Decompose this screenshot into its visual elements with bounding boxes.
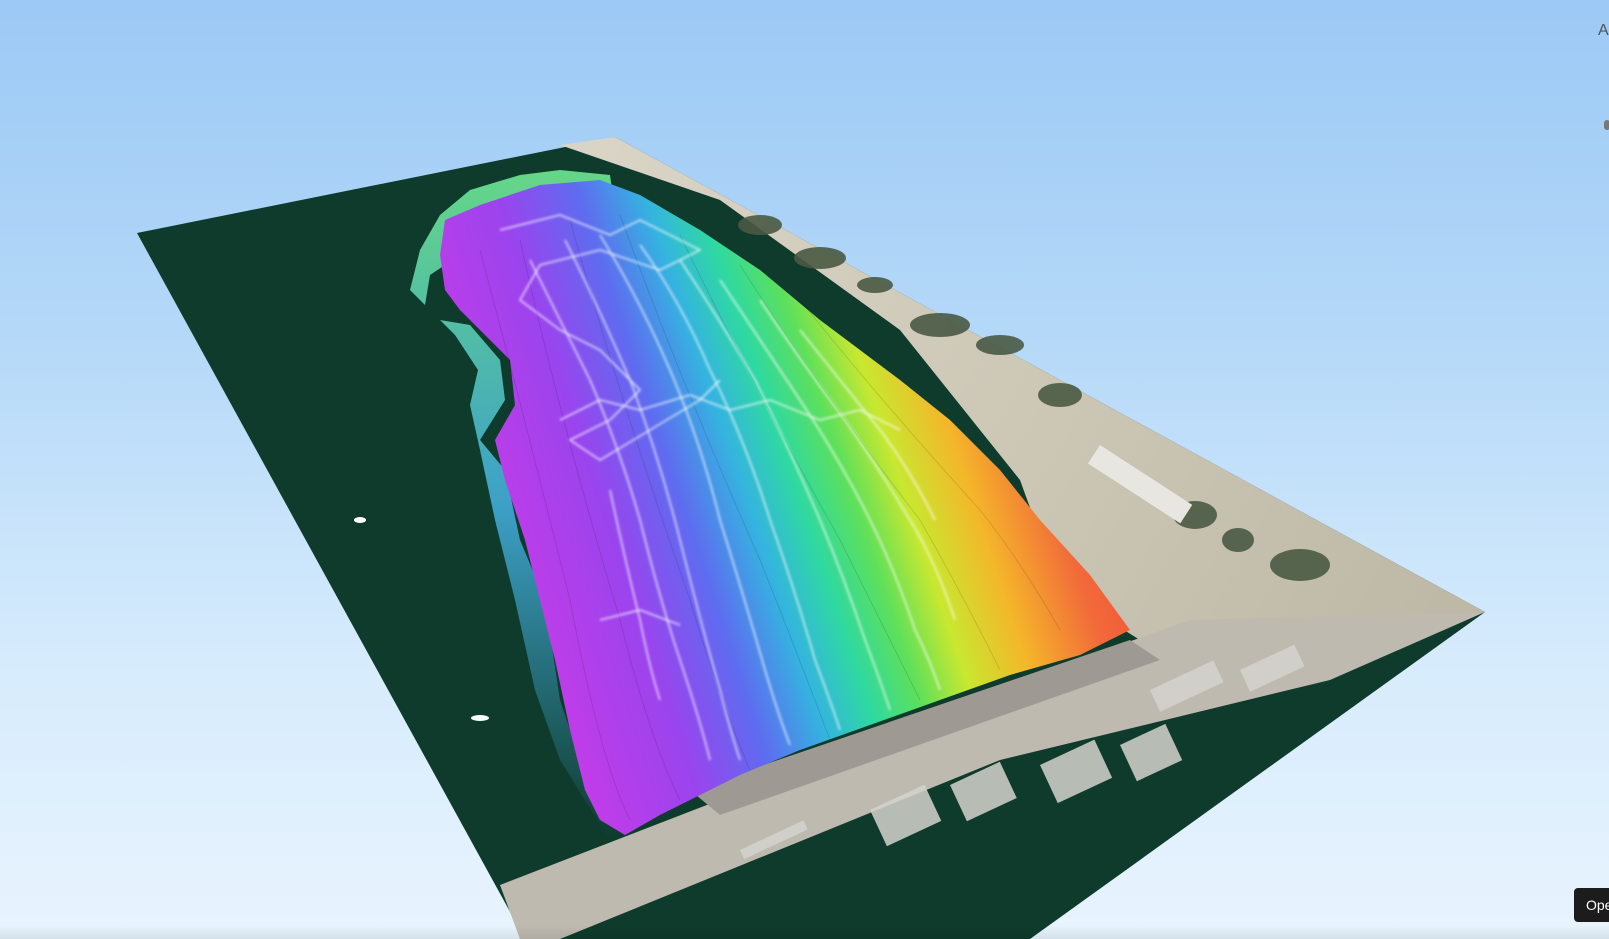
pier-building [1088, 445, 1193, 524]
bathymetry-cliff [410, 170, 620, 840]
bottom-shadow [0, 925, 1609, 939]
right-edge-label: A [1598, 22, 1609, 39]
contour-lines [479, 214, 1061, 821]
marina-docks [740, 644, 1305, 860]
beach-land [560, 137, 1485, 640]
boats [354, 517, 489, 721]
right-edge-control-icon[interactable] [1604, 120, 1609, 130]
bathymetry-surface [440, 180, 1130, 835]
open-button[interactable]: Ope [1574, 888, 1609, 922]
survey-tracks [499, 214, 956, 761]
harbour-road [690, 640, 1160, 815]
